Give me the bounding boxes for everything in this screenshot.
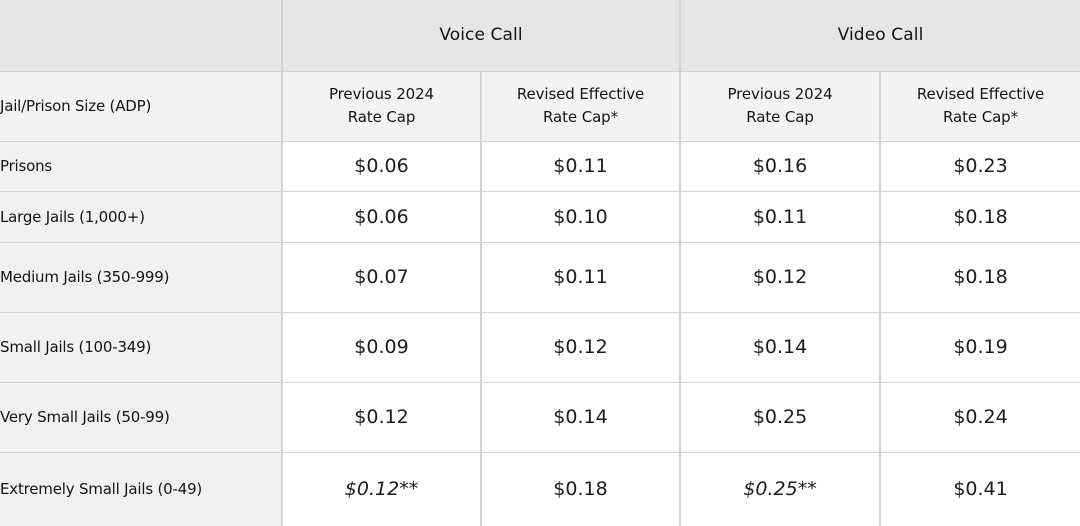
- table-row-large-jails: Large Jails (1,000+) $0.06 $0.10 $0.11 $…: [0, 190, 1080, 243]
- rate-cell: $0.12: [281, 381, 482, 453]
- rate-cell: $0.24: [879, 381, 1080, 453]
- rate-cell: $0.10: [479, 190, 682, 243]
- rate-cell: $0.18: [879, 241, 1080, 313]
- table-row-prisons: Prisons $0.06 $0.11 $0.16 $0.23: [0, 140, 1080, 192]
- group-header-row: Voice Call Video Call: [0, 0, 1080, 72]
- row-label: Very Small Jails (50-99): [0, 381, 283, 453]
- rate-cell: $0.23: [879, 140, 1080, 192]
- rate-cell: $0.19: [879, 311, 1080, 383]
- rate-cell: $0.11: [479, 241, 682, 313]
- col-header-voice-revised: Revised Effective Rate Cap*: [479, 70, 682, 142]
- rate-cell: $0.12: [479, 311, 682, 383]
- col-header-line: Rate Cap*: [543, 108, 618, 126]
- row-header-title: Jail/Prison Size (ADP): [0, 70, 283, 142]
- rate-cell: $0.11: [679, 190, 882, 243]
- table-row-small-jails: Small Jails (100-349) $0.09 $0.12 $0.14 …: [0, 311, 1080, 383]
- rate-cell: $0.16: [679, 140, 882, 192]
- group-header-voice-call: Voice Call: [280, 0, 682, 72]
- row-label: Large Jails (1,000+): [0, 190, 283, 243]
- row-label: Prisons: [0, 140, 283, 192]
- col-header-voice-previous: Previous 2024 Rate Cap: [281, 70, 482, 142]
- table-row-medium-jails: Medium Jails (350-999) $0.07 $0.11 $0.12…: [0, 241, 1080, 313]
- col-header-video-previous: Previous 2024 Rate Cap: [679, 70, 882, 142]
- col-header-line: Revised Effective: [516, 84, 645, 103]
- rate-cell: $0.14: [479, 381, 682, 453]
- row-label: Extremely Small Jails (0-49): [0, 451, 283, 526]
- rate-cell: $0.12: [679, 241, 882, 313]
- column-header-row: Jail/Prison Size (ADP) Previous 2024 Rat…: [0, 70, 1080, 142]
- col-header-video-revised: Revised Effective Rate Cap*: [879, 70, 1080, 142]
- rate-cell: $0.11: [479, 140, 682, 192]
- col-header-line: Previous 2024: [328, 84, 435, 103]
- col-header-line: Rate Cap: [746, 108, 814, 126]
- group-header-video-call: Video Call: [679, 0, 1080, 72]
- row-label: Medium Jails (350-999): [0, 241, 283, 313]
- table-row-extremely-small-jails: Extremely Small Jails (0-49) $0.12** $0.…: [0, 451, 1080, 526]
- rate-cell: $0.41: [879, 451, 1080, 526]
- rate-cell: $0.25: [679, 381, 882, 453]
- rate-cell: $0.06: [281, 190, 482, 243]
- row-label: Small Jails (100-349): [0, 311, 283, 383]
- table-row-very-small-jails: Very Small Jails (50-99) $0.12 $0.14 $0.…: [0, 381, 1080, 453]
- rate-cell: $0.06: [281, 140, 482, 192]
- col-header-line: Revised Effective: [916, 84, 1045, 103]
- rate-cell: $0.18: [479, 451, 682, 526]
- col-header-line: Rate Cap*: [943, 108, 1018, 126]
- rate-cell: $0.25**: [679, 451, 882, 526]
- rate-cell: $0.09: [281, 311, 482, 383]
- rate-cell: $0.18: [879, 190, 1080, 243]
- corner-blank-cell: [0, 0, 283, 72]
- rate-cell: $0.12**: [281, 451, 482, 526]
- col-header-line: Previous 2024: [727, 84, 833, 103]
- rate-cell: $0.14: [679, 311, 882, 383]
- col-header-line: Rate Cap: [347, 108, 416, 126]
- rate-cell: $0.07: [281, 241, 482, 313]
